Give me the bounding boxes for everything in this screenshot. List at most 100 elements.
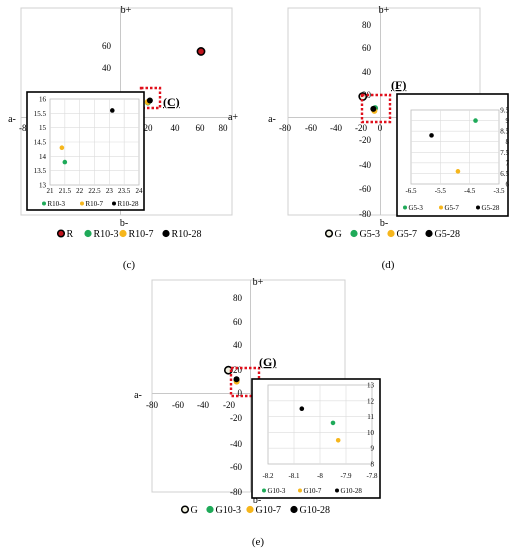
- y-tick-label-e: -20: [230, 413, 242, 423]
- legend-marker-R10-28: [162, 229, 170, 238]
- inset-y-tick-label-d: 6: [506, 181, 510, 189]
- legend-marker-R10-7: [119, 229, 127, 238]
- x-tick-label-d: -40: [330, 123, 342, 133]
- y-tick-label-e: 20: [233, 365, 243, 375]
- inset-legend-marker-G10-28: [335, 488, 339, 493]
- inset-x-tick-label-e: -7.8: [366, 472, 378, 480]
- legend-label-G: G: [191, 505, 198, 516]
- inset-legend-marker-G5-28: [476, 205, 480, 210]
- legend-label-G10-7: G10-7: [256, 505, 282, 516]
- inset-frame-e: [251, 378, 381, 499]
- inset-y-tick-label-e: 10: [367, 429, 375, 437]
- panel-caption-c: (c): [123, 259, 136, 271]
- y-tick-label-d: 60: [362, 43, 372, 53]
- point-R10-28: [146, 97, 153, 104]
- inset-legend-marker-R10-28: [112, 201, 116, 206]
- legend-label-R: R: [67, 229, 74, 240]
- inset-x-tick-label-c: 21: [47, 187, 55, 195]
- y-tick-label-d: -80: [359, 209, 371, 219]
- legend-marker-G10-3: [206, 505, 214, 514]
- axis-label-bottom-d: b-: [380, 218, 388, 229]
- inset-point-G10-7: [335, 438, 341, 443]
- x-tick-label-d: -60: [305, 123, 317, 133]
- inset-x-tick-label-d: -4.5: [464, 187, 476, 195]
- point-R: [196, 47, 206, 56]
- inset-legend-marker-R10-7: [80, 201, 84, 206]
- inset-y-tick-label-e: 11: [367, 413, 374, 421]
- inset-x-tick-label-c: 23.5: [118, 187, 131, 195]
- inset-legend-marker-R10-3: [42, 201, 46, 206]
- inset-y-tick-label-e: 8: [371, 461, 375, 469]
- axis-label-left-c: a-: [8, 114, 16, 125]
- inset-x-tick-label-c: 21.5: [59, 187, 72, 195]
- legend-label-G10-28: G10-28: [300, 505, 331, 516]
- inset-point-R10-7: [59, 145, 65, 151]
- y-tick-label-d: -60: [359, 184, 371, 194]
- inset-y-tick-label-e: 13: [367, 382, 375, 390]
- x-tick-label-d: 0: [378, 123, 383, 133]
- axis-label-left-d: a-: [268, 114, 276, 125]
- legend-label-R10-28: R10-28: [172, 229, 202, 240]
- legend-label-G: G: [335, 229, 342, 240]
- callout-label-e: (G): [259, 355, 276, 369]
- x-tick-label-c: 20: [144, 123, 154, 133]
- inset-legend-label-G5-28: G5-28: [482, 204, 500, 212]
- y-tick-label-c: 60: [102, 41, 112, 51]
- inset-x-tick-label-d: -6.5: [405, 187, 417, 195]
- legend-label-G5-28: G5-28: [435, 229, 461, 240]
- inset-legend-label-R10-3: R10-3: [48, 200, 66, 208]
- inset-point-G10-3: [330, 420, 336, 426]
- panel-frame-c: [20, 7, 233, 216]
- inset-y-tick-label-e: 9: [371, 445, 375, 453]
- legend-label-R10-7: R10-7: [129, 229, 154, 240]
- y-tick-label-e: -60: [230, 462, 242, 472]
- inset-legend-label-R10-7: R10-7: [86, 200, 104, 208]
- panel-caption-e: (e): [252, 536, 265, 548]
- axis-label-bottom-c: b-: [120, 218, 128, 229]
- inset-y-tick-label-d: 8: [506, 138, 510, 146]
- inset-legend-label-G10-7: G10-7: [304, 487, 322, 495]
- axis-label-top-c: b+: [121, 5, 132, 16]
- inset-x-tick-label-d: -3.5: [493, 187, 505, 195]
- inset-plot-area-d: [410, 109, 500, 185]
- legend-marker-G: [180, 505, 190, 514]
- callout-label-d: (F): [391, 78, 406, 92]
- x-tick-label-c: 40: [171, 123, 181, 133]
- inset-point-G10-28: [299, 406, 305, 412]
- inset-x-tick-label-c: 24: [136, 187, 144, 195]
- inset-frame-d: [396, 93, 509, 217]
- axis-label-top-e: b+: [253, 277, 264, 288]
- legend-label-G5-7: G5-7: [397, 229, 418, 240]
- point-G10-28: [233, 376, 240, 383]
- inset-legend-marker-G5-3: [403, 205, 407, 210]
- inset-x-tick-label-c: 23: [106, 187, 114, 195]
- y-tick-label-d: 40: [362, 67, 372, 77]
- inset-x-tick-label-c: 22.5: [88, 187, 101, 195]
- inset-y-tick-label-d: 6.5: [500, 170, 509, 178]
- inset-y-tick-label-c: 14: [39, 153, 47, 161]
- inset-point-G5-3: [473, 118, 478, 123]
- inset-x-tick-label-c: 22: [76, 187, 84, 195]
- x-tick-label-e: -20: [223, 400, 235, 410]
- inset-x-tick-label-e: -8.2: [262, 472, 274, 480]
- inset-x-tick-label-e: -8: [317, 472, 323, 480]
- point-G5-28: [370, 105, 377, 112]
- inset-legend-label-G5-7: G5-7: [445, 204, 460, 212]
- legend-label-G10-3: G10-3: [216, 505, 242, 516]
- legend-marker-G5-7: [387, 229, 395, 238]
- inset-y-tick-label-d: 8.5: [500, 128, 509, 136]
- legend-marker-G5-28: [425, 229, 433, 238]
- y-tick-label-d: 80: [362, 20, 372, 30]
- x-tick-label-c: 80: [219, 123, 229, 133]
- axis-label-top-d: b+: [379, 5, 390, 16]
- y-tick-label-e: 0: [238, 388, 243, 398]
- inset-point-G5-7: [455, 169, 461, 174]
- inset-x-tick-label-e: -7.9: [340, 472, 352, 480]
- inset-y-tick-label-c: 13: [39, 182, 47, 190]
- x-tick-label-d: -80: [279, 123, 291, 133]
- inset-legend-marker-G5-7: [439, 205, 443, 210]
- inset-legend-marker-G10-3: [262, 488, 266, 493]
- axis-label-bottom-e: b-: [253, 495, 261, 506]
- inset-x-tick-label-e: -8.1: [288, 472, 300, 480]
